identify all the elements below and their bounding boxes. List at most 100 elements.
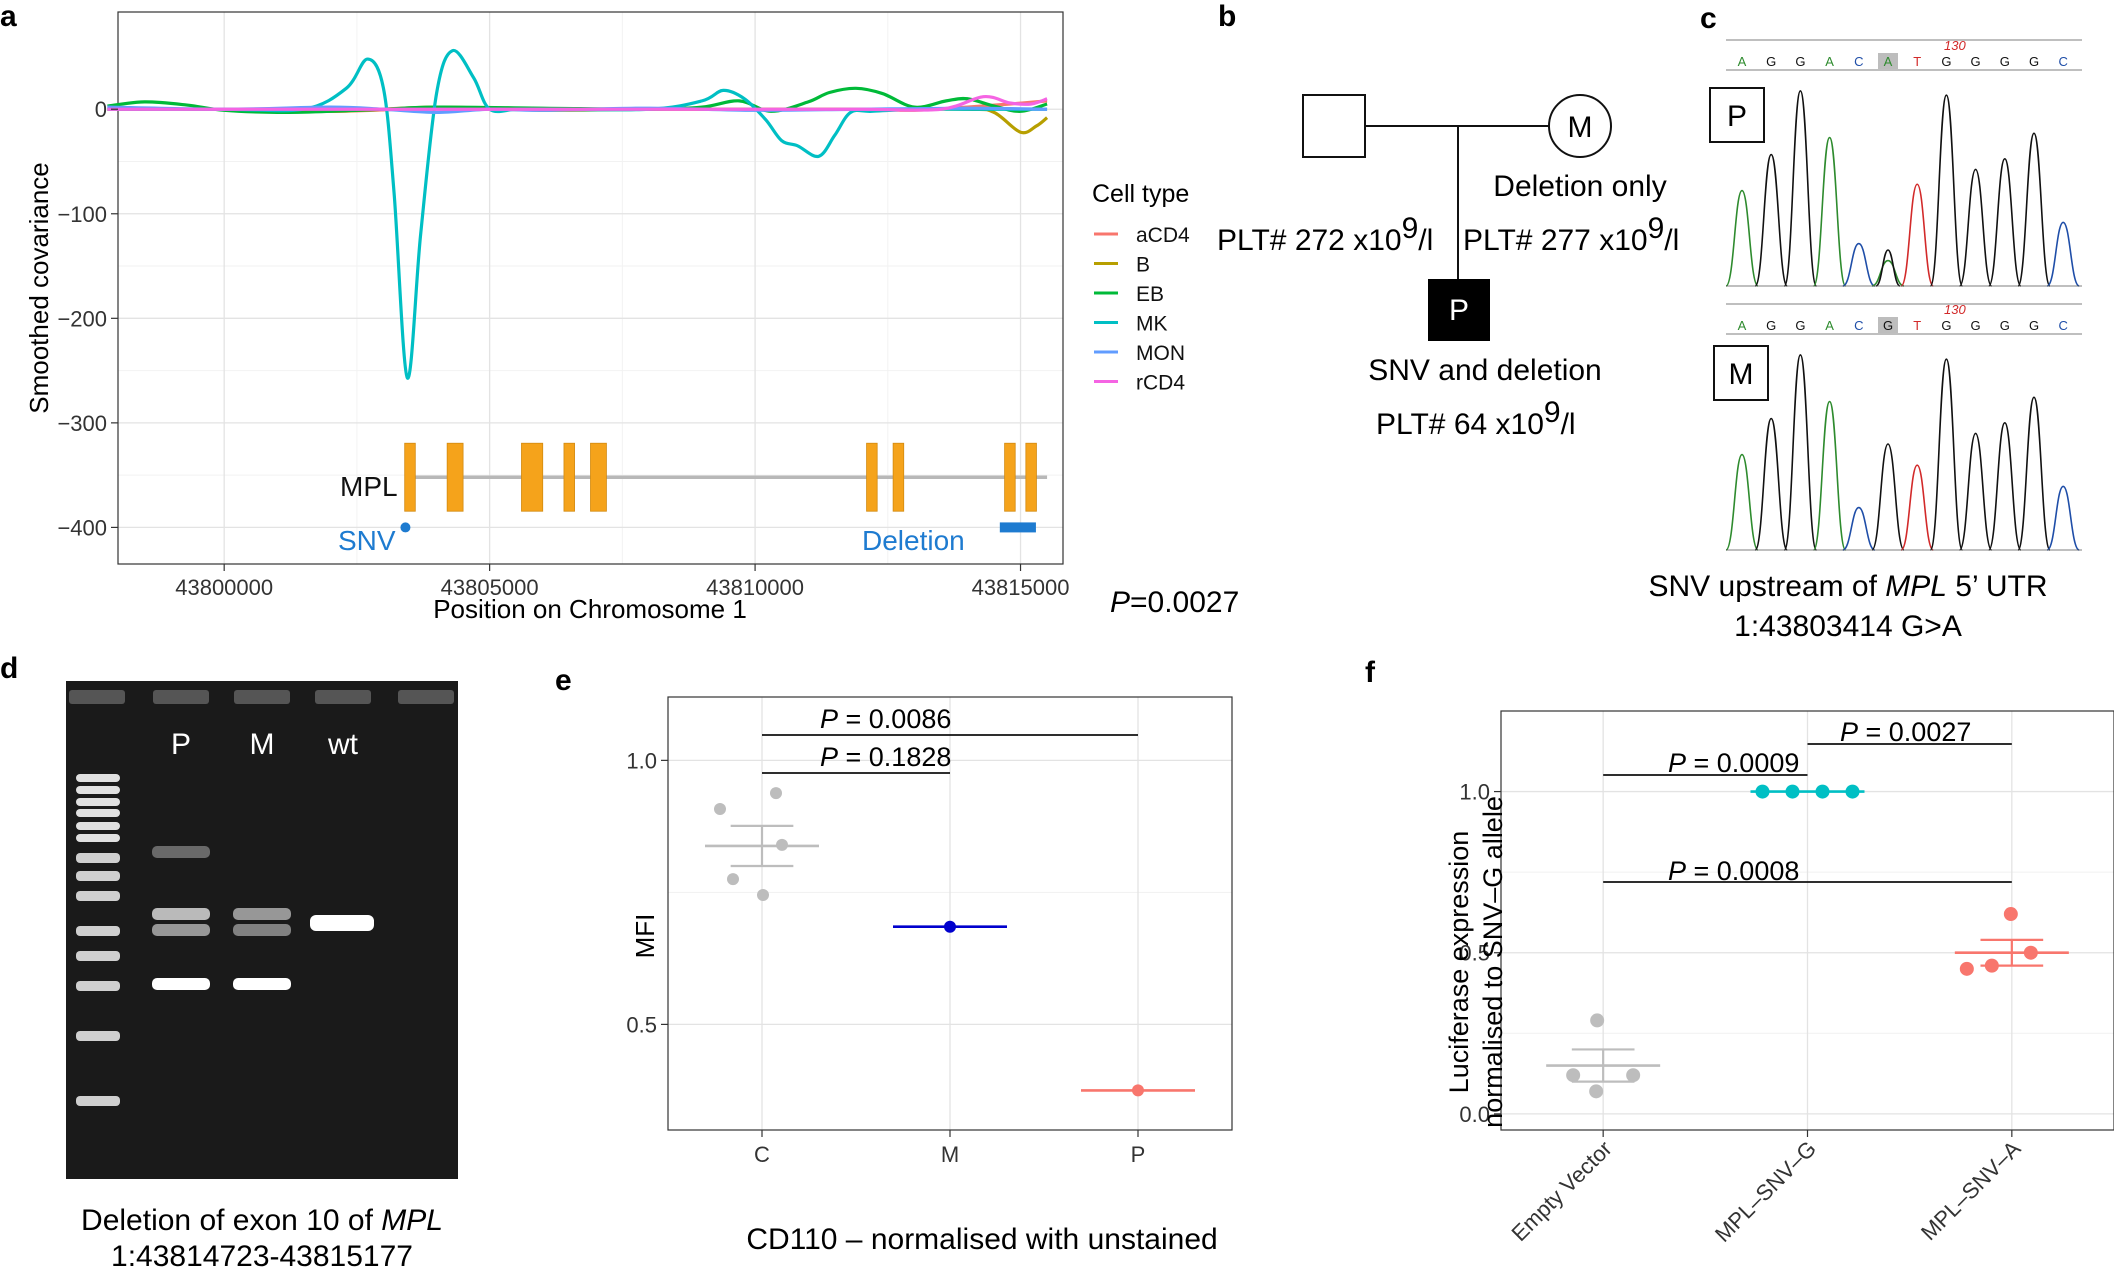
data-point — [1785, 784, 1800, 799]
agarose-gel — [66, 681, 458, 1179]
base-call: T — [1913, 54, 1921, 69]
x-tick-label: P — [1131, 1142, 1146, 1167]
x-tick-label: M — [941, 1142, 959, 1167]
exon — [563, 442, 575, 512]
panel-e-letter: e — [555, 664, 572, 697]
base-call: C — [2059, 54, 2068, 69]
data-point — [1984, 958, 1999, 973]
p-lane-band — [152, 978, 210, 990]
chromatogram-peak — [1871, 443, 1905, 551]
x-tick-label: C — [754, 1142, 770, 1167]
mother-plt: PLT# 277 x109/l — [1463, 212, 1679, 257]
base-call: G — [1971, 318, 1981, 333]
m-box — [1713, 345, 1769, 401]
ladder-band — [76, 1031, 120, 1041]
deletion-marker — [999, 522, 1036, 533]
base-call: C — [1854, 54, 1863, 69]
ladder-band — [76, 853, 120, 863]
chromatogram-peak — [2046, 221, 2080, 287]
x-tick-label: 43815000 — [972, 575, 1070, 600]
chromatograms: 130 A G G A C A T G G G G C 130 A G G A C G T G G G G C — [1725, 38, 2082, 551]
lane-label-p: P — [171, 728, 191, 761]
chromatogram-peak — [2046, 485, 2080, 551]
chromatogram-peak — [1958, 168, 1993, 287]
y-tick-label: −100 — [57, 202, 107, 227]
panel-c-caption-2: 1:43803414 G>A — [1734, 610, 1962, 643]
ladder-band — [76, 891, 120, 901]
chromatogram-peak — [1929, 94, 1964, 287]
ladder-band — [76, 822, 120, 830]
highlighted-base-background — [1878, 53, 1898, 69]
mother-note: Deletion only — [1493, 170, 1666, 203]
m-lane-band — [233, 924, 291, 936]
panel-f-letter: f — [1365, 656, 1376, 689]
chromatogram-peak — [1754, 417, 1788, 551]
m-box-label: M — [1729, 358, 1754, 391]
x-tick-label: MPL–SNV–A — [1916, 1136, 2026, 1246]
panel-a-letter: a — [0, 0, 17, 33]
data-point — [1755, 784, 1770, 799]
deletion-label: Deletion — [862, 525, 965, 556]
m-lane-band — [233, 978, 291, 990]
data-point — [757, 889, 769, 902]
x-tick-label: 43800000 — [175, 575, 273, 600]
panel-a-ylabel: Smoothed covariance — [24, 162, 54, 413]
base-call: G — [2029, 318, 2039, 333]
gene-label: MPL — [340, 471, 398, 502]
exon — [866, 442, 878, 512]
exon — [892, 442, 905, 512]
base-call: G — [2000, 54, 2010, 69]
f-pvalue-3: P = 0.0008 — [1668, 856, 1799, 886]
base-call: G — [1883, 318, 1893, 333]
gene-track — [400, 442, 1048, 533]
base-call: C — [1854, 318, 1863, 333]
ladder-band — [76, 798, 120, 806]
data-point — [1959, 961, 1974, 976]
ladder-band — [76, 951, 120, 961]
ladder-band — [76, 809, 120, 817]
ladder-band — [76, 926, 120, 936]
ladder-band — [76, 786, 120, 794]
f-pvalue-1: P = 0.0009 — [1668, 748, 1799, 778]
legend-label-eb: EB — [1136, 283, 1164, 306]
base-call: G — [2000, 318, 2010, 333]
legend-title: Cell type — [1092, 180, 1189, 208]
series-line-rcd4 — [107, 95, 1048, 112]
base-call: A — [1738, 54, 1747, 69]
y-tick-label: −300 — [57, 411, 107, 436]
panel-a-axes: 43800000 43805000 43810000 43815000 0 −100 −20… — [57, 97, 1069, 600]
cell-type-legend: Cell type aCD4 B EB MK MON rCD4 — [1092, 180, 1190, 395]
base-call: G — [1941, 54, 1951, 69]
covariance-lines — [107, 49, 1049, 380]
chromatogram-peak — [1812, 400, 1847, 551]
y-tick-label: 0.5 — [1459, 941, 1490, 966]
y-tick-label: −400 — [57, 515, 107, 540]
y-tick-label: 1.0 — [1459, 780, 1490, 805]
panel-f-plot: 0.0 0.5 1.0 Empty Vector MPL–SNV–G MPL–SNV–A — [1459, 710, 2114, 1247]
series-line-eb — [107, 86, 1048, 114]
data-point — [727, 873, 739, 886]
p-lane-band — [152, 908, 210, 920]
patient-plt: PLT# 64 x109/l — [1376, 396, 1576, 441]
m-lane-band — [233, 908, 291, 920]
chromatogram-peak — [1900, 464, 1934, 551]
legend-label-mk: MK — [1136, 313, 1168, 336]
base-call: G — [1795, 318, 1805, 333]
base-call: G — [1795, 54, 1805, 69]
x-tick-label: Empty Vector — [1507, 1136, 1617, 1246]
base-call: G — [1941, 318, 1951, 333]
y-tick-label: 1.0 — [626, 748, 657, 773]
base-call: G — [1766, 54, 1776, 69]
exon — [521, 442, 544, 512]
gel-well — [153, 690, 209, 704]
base-call: C — [2059, 318, 2068, 333]
chromatogram-peak — [1988, 421, 2022, 551]
patient-note: SNV and deletion — [1368, 354, 1602, 387]
panel-a-frame — [117, 11, 1064, 565]
e-pvalue-2: P = 0.1828 — [820, 742, 951, 772]
chromatogram-peak — [1988, 157, 2022, 287]
data-point — [944, 920, 956, 933]
data-point — [776, 838, 788, 851]
base-call: A — [1884, 54, 1893, 69]
